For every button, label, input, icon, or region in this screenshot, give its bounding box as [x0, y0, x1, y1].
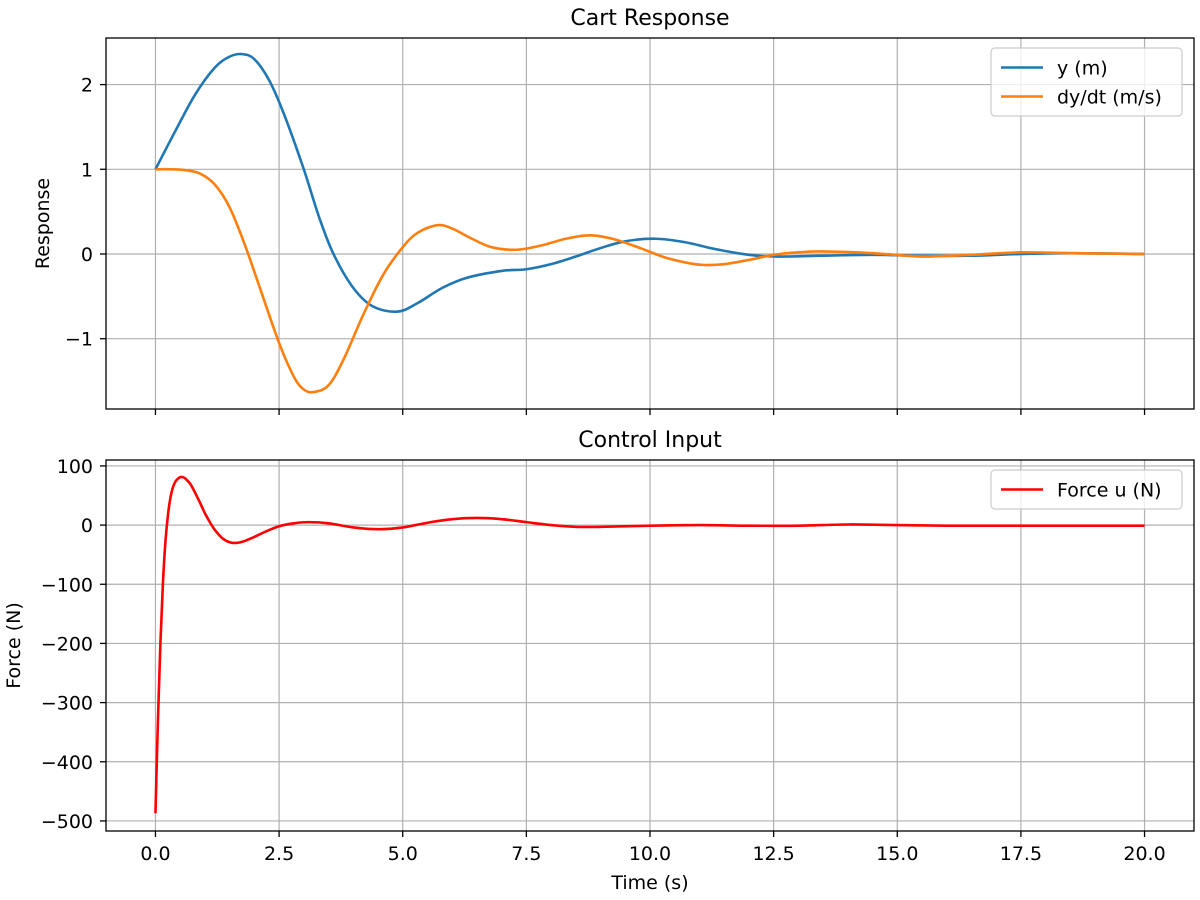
y-axis: −500 −400 −300 −200 −100 0 100 — [41, 456, 106, 833]
legend-box — [990, 47, 1183, 117]
y-tick-label: 2 — [81, 75, 93, 97]
y-axis: −1 0 1 2 — [65, 75, 106, 351]
chart-title: Cart Response — [570, 6, 729, 31]
chart-title: Control Input — [578, 428, 722, 453]
y-tick-label: 0 — [81, 515, 93, 537]
legend: Force u (N) — [990, 469, 1183, 510]
legend-box — [990, 469, 1183, 510]
gridlines — [106, 460, 1194, 831]
x-tick-label: 17.5 — [1000, 843, 1042, 865]
series-line-2 — [155, 167, 1145, 394]
y-tick-label: −400 — [41, 752, 93, 774]
x-tick-label: 20.0 — [1123, 843, 1165, 865]
y-tick-label: 1 — [81, 159, 93, 181]
x-tick-label: 10.0 — [629, 843, 671, 865]
x-tick-label: 5.0 — [388, 843, 418, 865]
y-tick-label: 100 — [57, 456, 93, 478]
y-tick-label: 0 — [81, 244, 93, 266]
x-tick-label: 0.0 — [140, 843, 170, 865]
subplot-1: −1 0 1 2 Cart Response Response y (m) dy/dt (m/… — [32, 6, 1195, 415]
y-tick-label: −200 — [41, 633, 93, 655]
series-group — [154, 52, 1145, 394]
x-axis — [154, 409, 1146, 415]
x-tick-label: 12.5 — [752, 843, 794, 865]
y-tick-label: −300 — [41, 693, 93, 715]
x-axis-label: Time (s) — [610, 872, 688, 894]
y-tick-label: −1 — [65, 329, 93, 351]
y-tick-label: −100 — [41, 574, 93, 596]
series-line-1 — [154, 475, 1145, 814]
y-axis-label: Response — [32, 178, 54, 269]
series-group — [154, 475, 1145, 814]
series-line-1 — [154, 52, 1145, 313]
x-tick-label: 15.0 — [876, 843, 918, 865]
legend: y (m) dy/dt (m/s) — [990, 47, 1183, 117]
y-tick-label: −500 — [41, 811, 93, 833]
x-tick-label: 7.5 — [511, 843, 541, 865]
legend-label: dy/dt (m/s) — [1057, 87, 1162, 109]
subplot-2: 0.0 2.5 5.0 7.5 10.0 12.5 15.0 17.5 20.0 −500 −400… — [3, 428, 1195, 894]
x-tick-label: 2.5 — [264, 843, 294, 865]
x-axis: 0.0 2.5 5.0 7.5 10.0 12.5 15.0 17.5 20.0 — [140, 831, 1166, 865]
legend-label: Force u (N) — [1057, 480, 1162, 502]
legend-label: y (m) — [1057, 58, 1108, 80]
y-axis-label: Force (N) — [3, 602, 25, 688]
